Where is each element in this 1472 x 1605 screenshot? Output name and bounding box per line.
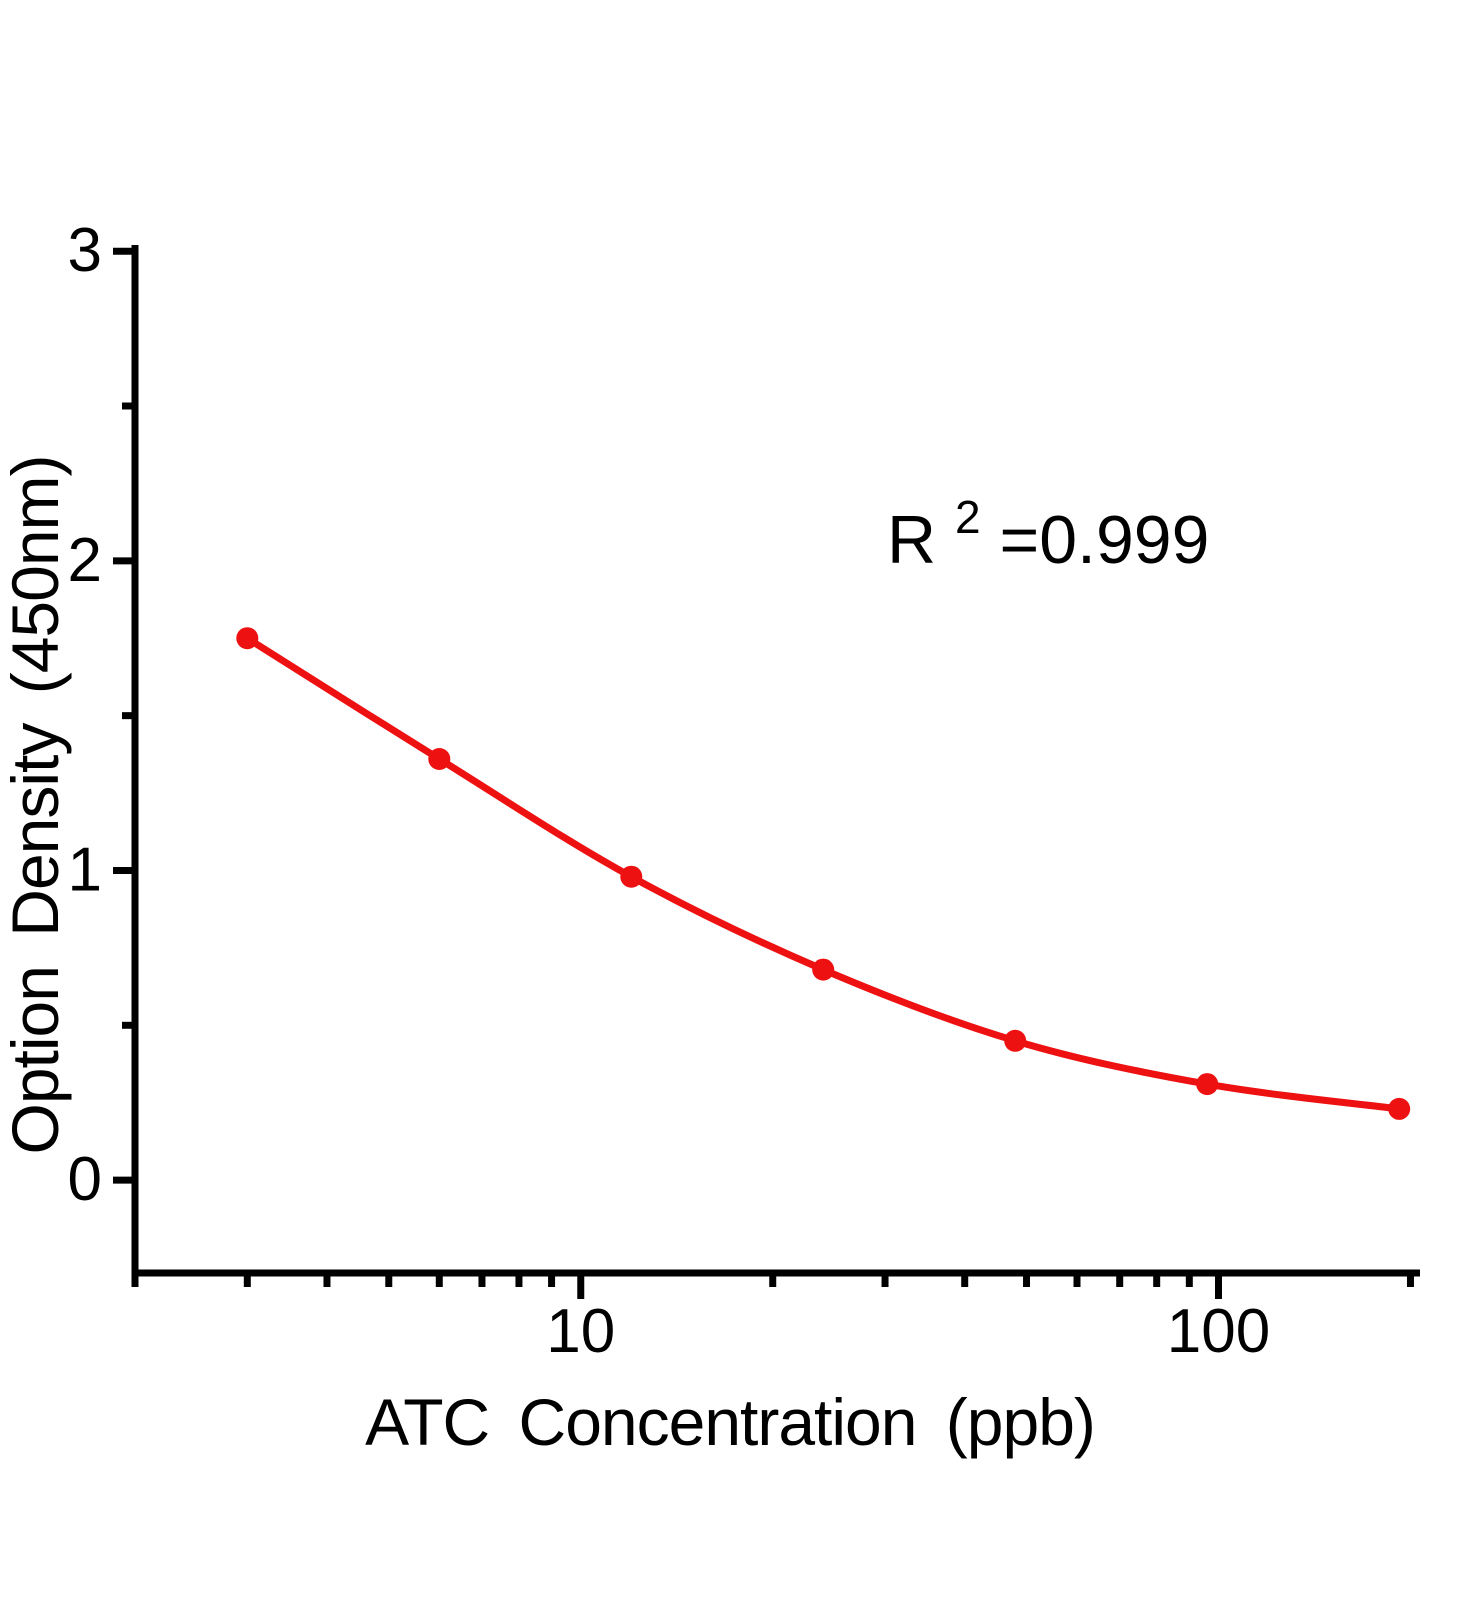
ticks-layer: 10 100 0 1 2 3 bbox=[68, 216, 1414, 1366]
x-tick-label: 100 bbox=[1167, 1297, 1270, 1366]
data-point bbox=[1196, 1073, 1219, 1096]
y-tick-label: 0 bbox=[68, 1145, 102, 1214]
y-tick-label: 3 bbox=[68, 216, 102, 285]
series-layer bbox=[236, 627, 1411, 1120]
r-squared-base: R bbox=[887, 502, 936, 578]
fit-curve bbox=[243, 634, 1403, 1113]
x-tick-label: 10 bbox=[546, 1297, 615, 1366]
x-axis-title: ATC Concentration (ppb) bbox=[365, 1385, 1095, 1459]
r-squared-value: =0.999 bbox=[1000, 502, 1210, 578]
data-point bbox=[236, 627, 259, 650]
y-tick-label: 2 bbox=[68, 526, 102, 595]
data-point bbox=[428, 748, 451, 770]
y-axis-title: Option Density (450nm) bbox=[0, 456, 72, 1155]
data-point bbox=[1388, 1097, 1411, 1120]
data-point bbox=[620, 865, 643, 888]
data-point bbox=[812, 958, 835, 981]
r-squared-annotation: R 2 =0.999 bbox=[887, 472, 1209, 578]
data-point bbox=[1004, 1029, 1027, 1052]
y-tick-label: 1 bbox=[68, 835, 102, 904]
r-squared-exponent: 2 bbox=[955, 491, 981, 543]
axis-spines bbox=[131, 245, 1420, 1277]
